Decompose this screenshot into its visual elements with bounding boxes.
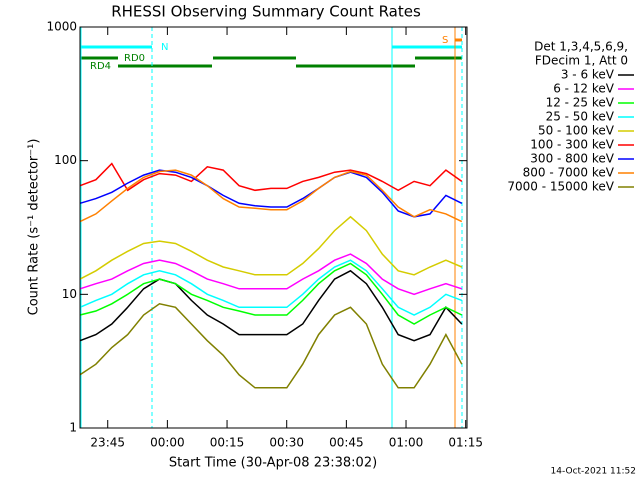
plot-frame xyxy=(79,26,468,429)
series-line xyxy=(79,269,463,342)
series-line xyxy=(79,259,463,316)
series-line xyxy=(79,169,463,218)
legend-label: 6 - 12 keV xyxy=(553,82,615,96)
x-tick-label: 01:15 xyxy=(448,436,483,450)
footer: 14-Oct-2021 11:52 xyxy=(551,467,636,477)
legend-label: 50 - 100 keV xyxy=(538,124,615,138)
annotation: N xyxy=(161,42,168,53)
x-tick-label: 01:00 xyxy=(389,436,424,450)
series-line xyxy=(79,253,463,296)
x-tick-label: 00:15 xyxy=(210,436,245,450)
y-tick-label: 100 xyxy=(54,153,77,167)
legend-label: 100 - 300 keV xyxy=(530,138,614,152)
annotations: N RD0 RD4 S xyxy=(80,27,463,428)
y-tick-label: 10 xyxy=(62,287,77,301)
annotation: S xyxy=(442,35,448,46)
series-line xyxy=(79,169,463,223)
legend-title: FDecim 1, Att 0 xyxy=(535,54,628,68)
x-tick-label: 00:45 xyxy=(329,436,364,450)
series-line xyxy=(79,215,463,280)
legend-label: 800 - 7000 keV xyxy=(523,166,615,180)
legend-label: 7000 - 15000 keV xyxy=(507,180,614,194)
x-axis-label: Start Time (30-Apr-08 23:38:02) xyxy=(169,456,377,471)
legend-label: 300 - 800 keV xyxy=(530,152,614,166)
y-tick-label: 1000 xyxy=(46,20,77,34)
x-tick-label: 00:00 xyxy=(150,436,185,450)
series-line xyxy=(79,302,463,389)
annotation: RD4 xyxy=(90,61,111,72)
x-tick-label: 00:30 xyxy=(269,436,304,450)
annotation: RD0 xyxy=(124,53,145,64)
legend-label: 12 - 25 keV xyxy=(546,96,615,110)
series-line xyxy=(79,262,463,325)
y-tick-label: 1 xyxy=(69,421,77,435)
chart-title: RHESSI Observing Summary Count Rates xyxy=(111,3,421,21)
x-tick-label: 23:45 xyxy=(90,436,125,450)
legend-label: 25 - 50 keV xyxy=(546,110,615,124)
legend-title: Det 1,3,4,5,6,9, xyxy=(534,40,628,54)
series-line xyxy=(79,162,463,192)
y-axis-label: Count Rate (s⁻¹ detector⁻¹) xyxy=(27,139,42,316)
legend-label: 3 - 6 keV xyxy=(561,68,615,82)
